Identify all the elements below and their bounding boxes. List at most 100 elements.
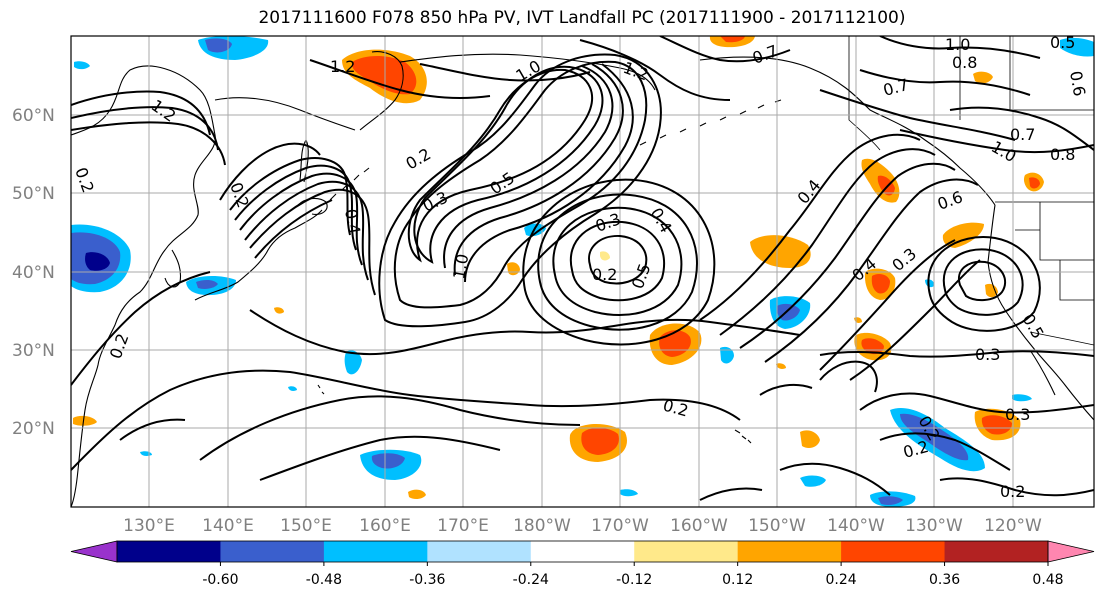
border-us-mexico: [1029, 331, 1094, 346]
contour-north-2: [71, 106, 219, 151]
contour-south-4: [71, 271, 211, 386]
pos-area-12n-165e: [408, 489, 426, 500]
contour-east-6: [849, 259, 981, 381]
contour-south-5: [249, 309, 621, 356]
lat-label: 60°N: [12, 106, 55, 126]
neg-area-top-left-core: [205, 38, 232, 53]
contour-label: 0.4: [341, 207, 364, 235]
coast-kurils: [329, 167, 370, 201]
contour-north-10: [819, 89, 1016, 141]
contour-north-9: [859, 69, 1031, 96]
colorbar-swatch: [841, 541, 946, 562]
map-title: 2017111600 F078 850 hPa PV, IVT Landfall…: [258, 8, 906, 28]
contour-low-170w-3: [552, 206, 683, 316]
lat-label: 40°N: [12, 263, 55, 283]
contour-north-5: [419, 63, 591, 82]
contour-north-6: [579, 39, 731, 101]
latitude-labels: 60°N 50°N 40°N 30°N 20°N: [12, 106, 55, 439]
gridlines: [71, 36, 1094, 507]
colorbar-tick-label: 0.48: [1032, 572, 1063, 588]
contour-label: 0.8: [1050, 145, 1075, 164]
contour-north-12: [949, 106, 1094, 151]
contour-east-3: [739, 162, 956, 349]
pos-area-50n-120w-core: [1029, 177, 1040, 189]
contour-japan-6: [219, 142, 321, 201]
contour-label: 1.0: [449, 252, 472, 280]
colorbar-extend-high: [1047, 540, 1095, 563]
neg-area-tiny-3: [925, 279, 935, 288]
contour-north-3: [71, 121, 226, 166]
colorbar-swatch: [220, 541, 325, 562]
contour-south-8: [819, 360, 878, 393]
colorbar-swatch: [737, 541, 842, 562]
colorbar-tick-label: -0.60: [202, 572, 238, 588]
pos-area-35n-125w: [985, 283, 998, 298]
contour-label: 0.8: [952, 53, 977, 72]
pos-area-top-135w: [973, 71, 993, 84]
borders: [848, 36, 1094, 346]
colorbar-swatch: [427, 541, 532, 562]
colorbar-frame: [116, 540, 1049, 563]
contour-south-6: [619, 318, 801, 336]
pos-area-23n-140w: [800, 430, 820, 448]
contour-label: 0.2: [592, 265, 617, 284]
pos-area-20n-125e: [73, 415, 97, 426]
colorbar-tick-label: -0.48: [306, 572, 342, 588]
lon-label: 130°E: [123, 516, 175, 536]
contour-japan-4: [244, 180, 369, 281]
contour-trough-6: [393, 60, 648, 309]
contour-east-1: [699, 133, 921, 321]
contour-label: 0.3: [975, 345, 1000, 364]
contour-label: 0.7: [1010, 125, 1035, 144]
contour-south-7: [819, 350, 1094, 358]
neg-area-15n-160e-core: [371, 453, 405, 469]
neg-area-17n-150w: [800, 475, 826, 487]
contour-label: 1.2: [330, 57, 355, 76]
contour-label: 1.0: [945, 35, 970, 54]
coast-okhotsk: [214, 97, 356, 131]
contour-east-5: [819, 239, 956, 371]
neg-area-25n-160e: [344, 350, 362, 375]
border-us-states: [1015, 202, 1094, 301]
contour-south-14: [759, 383, 813, 396]
contour-low-170w-1: [588, 234, 648, 285]
contour-label: 0.5: [1050, 33, 1075, 52]
pos-area-tiny-1: [274, 307, 284, 314]
contour-south-9: [859, 392, 1094, 414]
colorbar-swatch: [944, 541, 1049, 562]
contour-trough-5: [464, 63, 634, 283]
contour-japan-5: [249, 188, 376, 296]
contour-low-125w-1: [957, 260, 1007, 302]
contour-label: 0.6: [1066, 69, 1089, 97]
pos-area-50n-140w-core: [877, 175, 895, 196]
coast-kamchatka: [359, 51, 404, 131]
contour-trough-1: [407, 68, 594, 263]
contour-south-12: [779, 462, 891, 496]
neg-area-top-left-small: [74, 61, 90, 70]
contour-low-170w-5: [522, 178, 716, 346]
pos-area-top-150w-core: [720, 36, 745, 43]
colorbar: -0.60 -0.48 -0.36 -0.24 -0.12 0.12 0.24 0.36 0.4…: [70, 540, 1095, 588]
contour-trough-3: [443, 65, 614, 269]
colorbar-tick-label: -0.24: [513, 572, 549, 588]
pos-area-20n-125w-core: [981, 415, 1012, 435]
contour-south-10: [879, 432, 1011, 471]
neg-area-west-edge-max: [85, 252, 110, 271]
border-alaska-canada: [848, 36, 881, 151]
contour-south-1: [71, 369, 741, 471]
contour-label: 0.2: [1000, 482, 1025, 501]
neg-area-28n-160w: [720, 346, 734, 364]
colorbar-swatch: [323, 541, 428, 562]
neg-area-tiny-1: [288, 386, 297, 391]
pos-area-20n-165w-core: [581, 427, 619, 455]
contour-south-3: [259, 435, 501, 481]
contour-japan-3: [239, 172, 363, 266]
lon-label: 130°W: [905, 516, 963, 536]
lon-label: 140°W: [827, 516, 885, 536]
pos-area-40n-165w: [600, 251, 610, 261]
lon-label: 180°W: [513, 516, 571, 536]
contour-low-125w-3: [927, 236, 1041, 332]
coast-siberia: [399, 53, 656, 91]
contour-japan-1: [229, 157, 351, 236]
